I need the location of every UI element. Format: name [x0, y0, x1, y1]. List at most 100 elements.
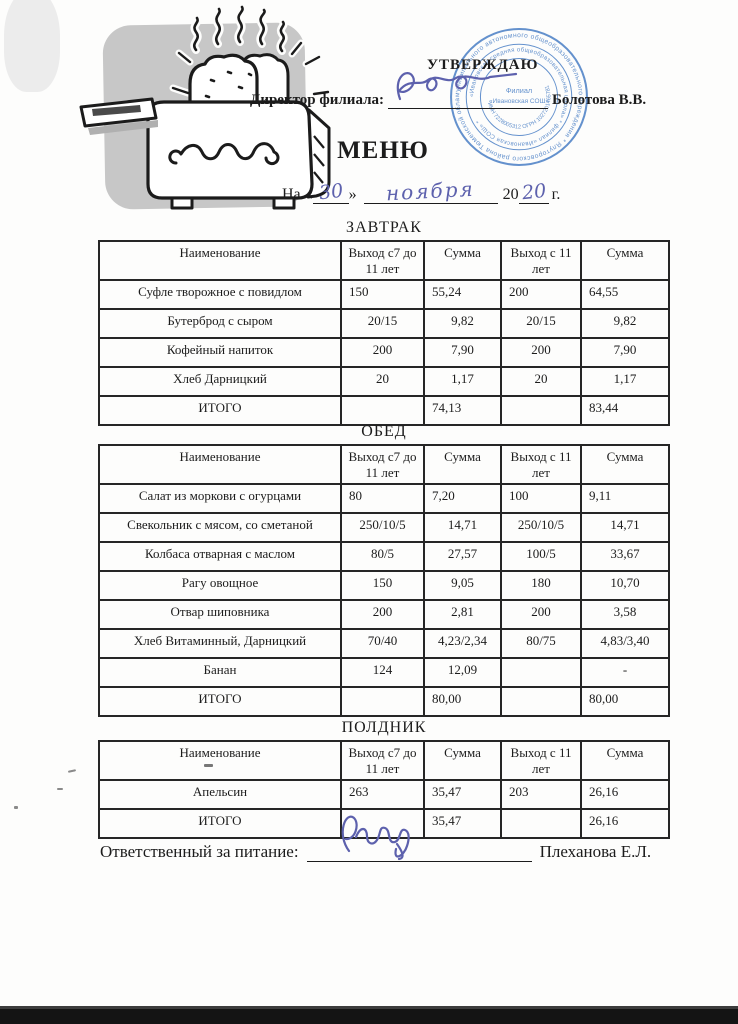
scan-speck: [67, 769, 77, 773]
col-header-sum-1: Сумма: [423, 240, 502, 281]
col-header-name: Наименование: [98, 240, 342, 281]
col-header-name: Наименование: [98, 444, 342, 485]
dish-value-cell: 10,70: [580, 570, 670, 601]
menu-row: Кофейный напиток 200 7,90 200 7,90: [98, 337, 670, 368]
dish-value-cell: 33,67: [580, 541, 670, 572]
dish-value-cell: 4,83/3,40: [580, 628, 670, 659]
header-row: Наименование Выход с7 до 11 лет Сумма Вы…: [98, 444, 670, 485]
dish-value-cell: 150: [340, 279, 425, 310]
dish-value-cell: 80: [340, 483, 425, 514]
dish-value-cell: 14,71: [423, 512, 502, 543]
dish-name-cell: Свекольник с мясом, со сметаной: [98, 512, 342, 543]
director-label: Директор филиала:: [250, 92, 384, 108]
col-header-portion-7-11: Выход с7 до 11 лет: [340, 240, 425, 281]
dish-value-cell: 35,47: [423, 779, 502, 810]
dish-value-cell: 100/5: [500, 541, 582, 572]
dish-value-cell: 7,90: [580, 337, 670, 368]
col-header-portion-11: Выход с 11 лет: [500, 740, 582, 781]
col-header-sum-2: Сумма: [580, 444, 670, 485]
dish-value-cell: [340, 808, 425, 839]
dish-value-cell: 203: [500, 779, 582, 810]
menu-row: Апельсин 263 35,47 203 26,16: [98, 779, 670, 810]
dish-value-cell: 27,57: [423, 541, 502, 572]
approve-label: УТВЕРЖДАЮ: [427, 57, 539, 73]
col-header-portion-11: Выход с 11 лет: [500, 444, 582, 485]
dish-name-cell: Суфле творожное с повидлом: [98, 279, 342, 310]
menu-row: ИТОГО 35,47 26,16: [98, 808, 670, 839]
menu-row: Свекольник с мясом, со сметаной 250/10/5 1…: [98, 512, 670, 543]
dish-value-cell: 263: [340, 779, 425, 810]
dish-value-cell: 20/15: [500, 308, 582, 339]
dish-value-cell: 80/75: [500, 628, 582, 659]
responsible-signature: [341, 815, 410, 861]
menu-row: Хлеб Дарницкий 20 1,17 20 1,17: [98, 366, 670, 397]
date-suffix: г.: [551, 186, 561, 203]
dish-value-cell: 80/5: [340, 541, 425, 572]
dish-name-cell: Бутерброд с сыром: [98, 308, 342, 339]
lunch-table: Наименование Выход с7 до 11 лет Сумма Вы…: [98, 444, 670, 717]
dish-value-cell: 80,00: [580, 686, 670, 717]
date-month-field: ноября: [363, 176, 498, 206]
header-row: Наименование Выход с7 до 11 лет Сумма Вы…: [98, 740, 670, 781]
dish-value-cell: 200: [340, 337, 425, 368]
dish-value-cell: 1,17: [423, 366, 502, 397]
handwritten-month: ноября: [385, 176, 476, 206]
dish-value-cell: 200: [500, 599, 582, 630]
responsible-name: Плеханова Е.Л.: [539, 842, 652, 861]
col-header-sum-1: Сумма: [423, 444, 502, 485]
scan-speck: [14, 806, 18, 809]
scan-artifact-corner: [4, 0, 60, 92]
date-prefix: На «: [282, 186, 313, 203]
footer-line: Ответственный за питание: Плеханова Е.Л.: [100, 815, 652, 862]
menu-row: ИТОГО 74,13 83,44: [98, 395, 670, 426]
dish-name-cell: Апельсин: [98, 779, 342, 810]
date-year-printed: 20: [502, 186, 519, 203]
dish-value-cell: 9,11: [580, 483, 670, 514]
dish-value-cell: 55,24: [423, 279, 502, 310]
date-day-field: 30: [312, 179, 349, 205]
menu-row: Отвар шиповника 200 2,81 200 3,58: [98, 599, 670, 630]
date-quote-close: »: [348, 186, 357, 203]
round-seal-stamp: муниципального автономного общеобразоват…: [448, 26, 588, 166]
lunch-section: ОБЕД Наименование Выход с7 до 11 лет Сум…: [98, 423, 670, 717]
responsible-label: Ответственный за питание:: [100, 842, 299, 861]
dish-value-cell: 20/15: [340, 308, 425, 339]
dish-value-cell: 64,55: [580, 279, 670, 310]
dish-value-cell: 180: [500, 570, 582, 601]
breakfast-section: ЗАВТРАК Наименование Выход с7 до 11 лет …: [98, 219, 670, 426]
dish-value-cell: 74,13: [423, 395, 502, 426]
col-header-name: Наименование: [98, 740, 342, 781]
dish-name-cell: ИТОГО: [98, 686, 342, 717]
menu-row: Банан 124 12,09 -: [98, 657, 670, 688]
menu-row: Хлеб Витаминный, Дарницкий 70/40 4,23/2,34…: [98, 628, 670, 659]
dish-value-cell: 3,58: [580, 599, 670, 630]
dish-value-cell: 35,47: [423, 808, 502, 839]
date-line: На « 30 » ноября 20 20 г.: [282, 176, 561, 206]
menu-row: ИТОГО 80,00 80,00: [98, 686, 670, 717]
handwritten-day: 30: [317, 179, 345, 205]
dish-value-cell: 200: [500, 279, 582, 310]
director-signature-line: [388, 72, 548, 109]
col-header-portion-11: Выход с 11 лет: [500, 240, 582, 281]
director-signature: [396, 72, 518, 101]
director-line: Директор филиала: Болотова В.В.: [250, 72, 646, 109]
menu-row: Бутерброд с сыром 20/15 9,82 20/15 9,82: [98, 308, 670, 339]
section-title-lunch: ОБЕД: [361, 423, 407, 440]
dish-value-cell: [500, 395, 582, 426]
dish-value-cell: [500, 686, 582, 717]
stamp-center-line1: Филиал: [506, 86, 532, 95]
dish-value-cell: 200: [340, 599, 425, 630]
col-header-sum-2: Сумма: [580, 740, 670, 781]
dish-value-cell: 80,00: [423, 686, 502, 717]
dish-value-cell: 20: [340, 366, 425, 397]
dish-name-cell: Салат из моркови с огурцами: [98, 483, 342, 514]
dish-name-cell: Хлеб Витаминный, Дарницкий: [98, 628, 342, 659]
dish-value-cell: [340, 686, 425, 717]
dish-value-cell: 200: [500, 337, 582, 368]
dish-value-cell: 250/10/5: [340, 512, 425, 543]
dish-value-cell: 12,09: [423, 657, 502, 688]
dish-value-cell: [500, 808, 582, 839]
dish-value-cell: 14,71: [580, 512, 670, 543]
dish-value-cell: [500, 657, 582, 688]
dish-value-cell: 9,82: [423, 308, 502, 339]
